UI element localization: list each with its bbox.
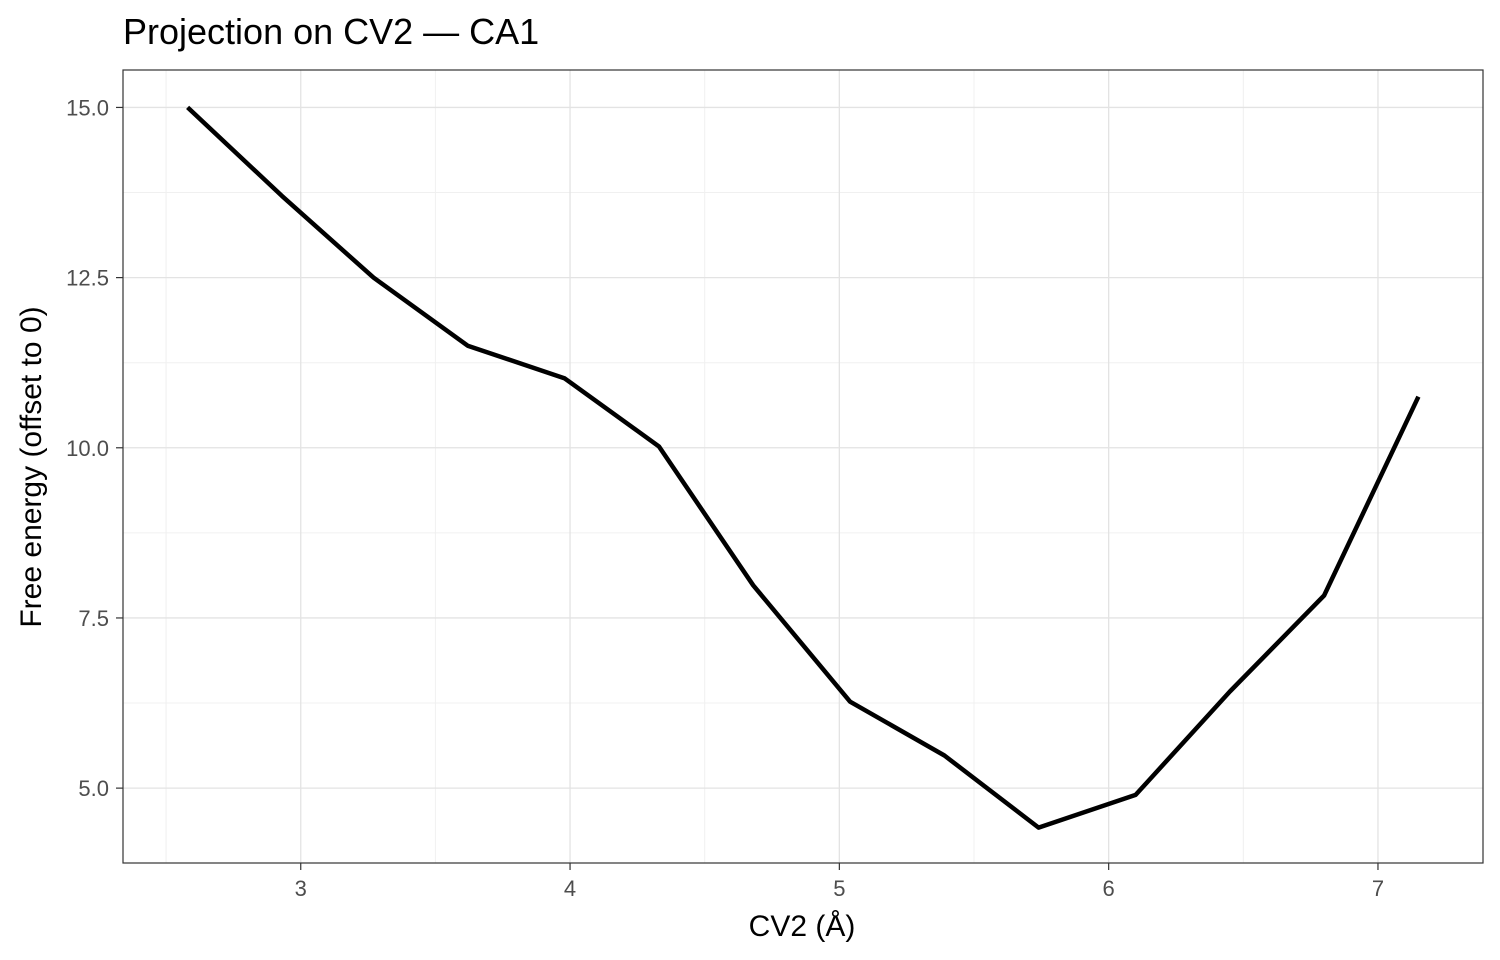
grid-minor: [123, 70, 1483, 863]
x-tick-label: 6: [1103, 876, 1115, 901]
chart-title: Projection on CV2 — CA1: [123, 11, 539, 52]
series-line-0: [186, 105, 1421, 830]
x-tick-label: 3: [295, 876, 307, 901]
panel-border: [122, 69, 1484, 864]
y-tick-label: 15.0: [66, 95, 109, 120]
y-tick-label: 5.0: [78, 776, 109, 801]
x-axis-label: CV2 (Å): [749, 910, 856, 943]
y-axis-label: Free energy (offset to 0): [15, 306, 48, 627]
x-axis-ticks: 3 4 5 6 7: [295, 863, 1384, 901]
y-tick-label: 10.0: [66, 436, 109, 461]
y-tick-label: 7.5: [78, 606, 109, 631]
x-tick-label: 7: [1372, 876, 1384, 901]
series-layer: [186, 105, 1421, 830]
grid-major: [123, 70, 1483, 863]
x-tick-label: 5: [833, 876, 845, 901]
y-tick-label: 12.5: [66, 266, 109, 291]
x-tick-label: 4: [564, 876, 576, 901]
y-axis-ticks: 5.0 7.5 10.0 12.5 15.0: [66, 95, 123, 801]
